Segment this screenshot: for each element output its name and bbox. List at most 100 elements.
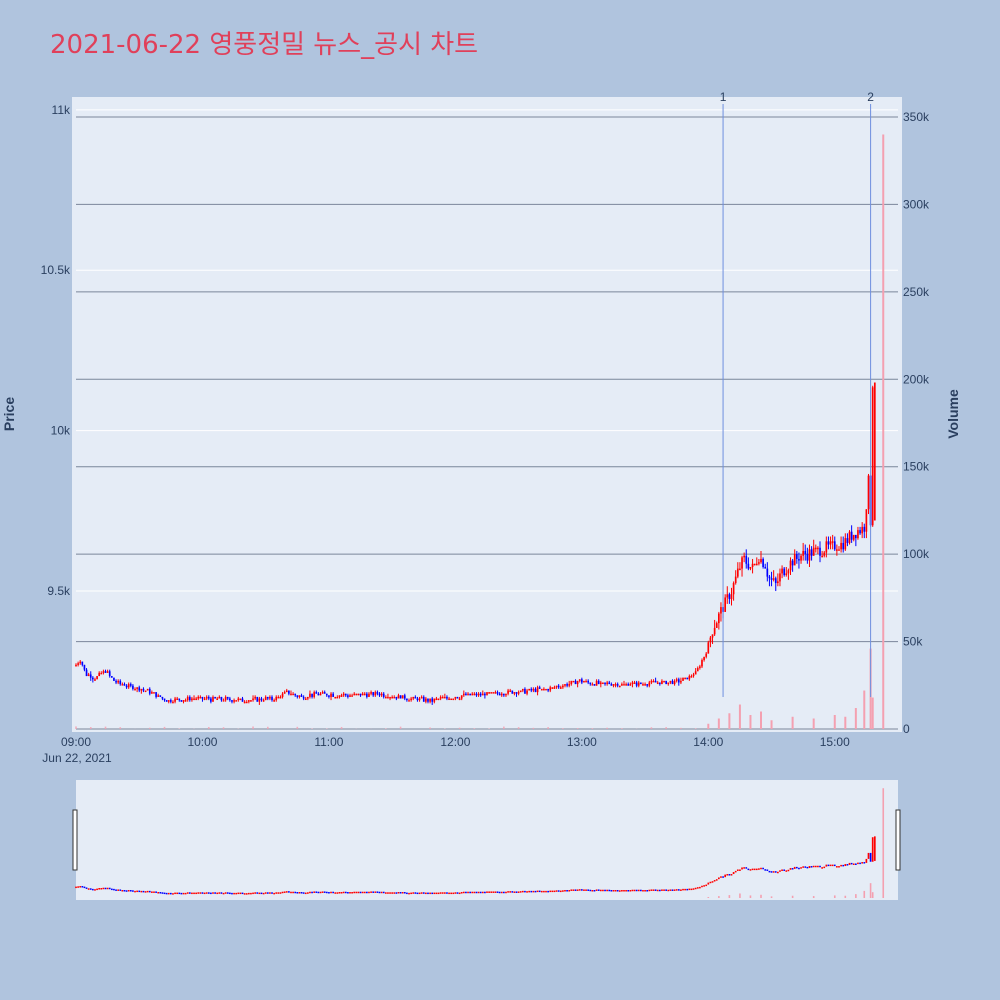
candle-body: [290, 693, 292, 696]
volume-tick-label: 100k: [903, 547, 930, 561]
range-slider-candle: [77, 886, 79, 888]
candle-body: [840, 542, 842, 550]
candle-body: [526, 690, 528, 694]
volume-bar: [844, 716, 847, 729]
candle-body: [650, 680, 653, 683]
range-slider-candle: [92, 888, 94, 891]
candle-body: [342, 693, 345, 696]
candle-body: [92, 677, 94, 680]
range-slider-candle: [191, 892, 193, 895]
volume-tick-label: 50k: [903, 635, 923, 649]
candle-body: [709, 637, 712, 643]
candle-body: [104, 671, 107, 673]
range-slider-candle: [123, 890, 126, 892]
range-slider-candle: [593, 890, 596, 892]
range-slider-candle: [802, 866, 804, 868]
range-slider-left-handle[interactable]: [72, 809, 78, 871]
range-slider-candle: [715, 879, 718, 881]
candle-body: [753, 563, 756, 566]
range-slider-candle: [473, 891, 476, 894]
range-slider-candle: [450, 892, 453, 895]
range-slider-candle: [688, 888, 691, 891]
range-slider-candle: [551, 890, 554, 893]
range-slider-candle: [439, 892, 442, 894]
range-slider-candle: [325, 891, 328, 894]
volume-bar: [854, 708, 857, 729]
range-slider-candle: [606, 889, 608, 892]
candle-body: [774, 578, 777, 584]
volume-bar: [222, 727, 225, 729]
volume-bar: [385, 728, 387, 729]
range-slider-candle: [414, 892, 417, 894]
range-slider-candle: [391, 892, 393, 894]
volume-bar: [399, 726, 402, 729]
candle-body: [408, 700, 410, 702]
range-slider-candle: [334, 892, 337, 894]
range-slider-candle: [277, 892, 280, 894]
candle-body: [311, 693, 313, 697]
candle-body: [595, 680, 598, 686]
range-slider-candle: [564, 890, 566, 892]
candle-body: [572, 680, 575, 683]
candle-body: [353, 693, 356, 696]
candle-body: [100, 672, 103, 675]
volume-bar: [547, 727, 549, 729]
range-slider-candle: [435, 892, 438, 895]
candle-body: [699, 666, 701, 669]
range-slider-candle: [448, 892, 450, 895]
range-slider-candle: [850, 862, 853, 865]
candle-body: [458, 698, 461, 701]
candle-body: [871, 387, 874, 526]
volume-bar: [665, 727, 667, 729]
range-slider-candle: [528, 890, 530, 893]
range-slider-candle: [330, 891, 332, 894]
range-slider-candle: [465, 891, 467, 894]
range-slider-candle: [787, 869, 790, 872]
range-slider-candle: [781, 869, 783, 871]
volume-bar: [650, 727, 653, 729]
candle-body: [498, 693, 501, 696]
range-slider-candle: [532, 890, 535, 893]
candle-body: [519, 690, 522, 693]
range-slider-candle: [644, 890, 646, 892]
candle-body: [207, 696, 210, 699]
range-slider-candle: [549, 890, 552, 893]
range-slider-candle: [444, 892, 446, 894]
candle-body: [777, 581, 779, 584]
range-slider-candle: [317, 891, 320, 894]
range-slider-candle: [682, 888, 684, 891]
candle-body: [117, 680, 119, 683]
candle-body: [456, 696, 459, 699]
candle-body: [212, 696, 214, 702]
range-slider-volume-bar: [770, 896, 773, 898]
range-slider-candle: [585, 889, 587, 891]
range-slider-candle: [397, 892, 400, 894]
candle-body: [614, 684, 617, 686]
candle-body: [713, 627, 716, 635]
range-slider-right-handle[interactable]: [895, 809, 901, 871]
range-slider-candle: [376, 891, 379, 893]
range-slider-candle: [869, 852, 872, 862]
range-slider-candle: [732, 872, 735, 875]
candle-body: [602, 682, 604, 684]
candle-body: [812, 547, 815, 556]
range-slider-candle: [425, 892, 427, 895]
candle-body: [344, 693, 347, 696]
candle-body: [378, 693, 381, 696]
range-slider-candle: [855, 863, 857, 865]
candle-body: [231, 700, 233, 702]
candle-body: [237, 698, 240, 701]
candle-body: [846, 538, 849, 543]
range-slider-candle: [416, 892, 419, 895]
candle-body: [214, 696, 216, 699]
range-slider-candle: [243, 893, 246, 895]
candle-body: [488, 692, 490, 694]
candle-body: [599, 682, 602, 685]
range-slider-candle: [602, 889, 604, 892]
candle-body: [374, 692, 377, 696]
y-axis-title: Price: [1, 397, 17, 431]
candle-body: [509, 690, 512, 693]
candle-body: [500, 693, 503, 696]
range-slider-candle: [568, 890, 571, 892]
range-slider-candle: [420, 892, 423, 894]
